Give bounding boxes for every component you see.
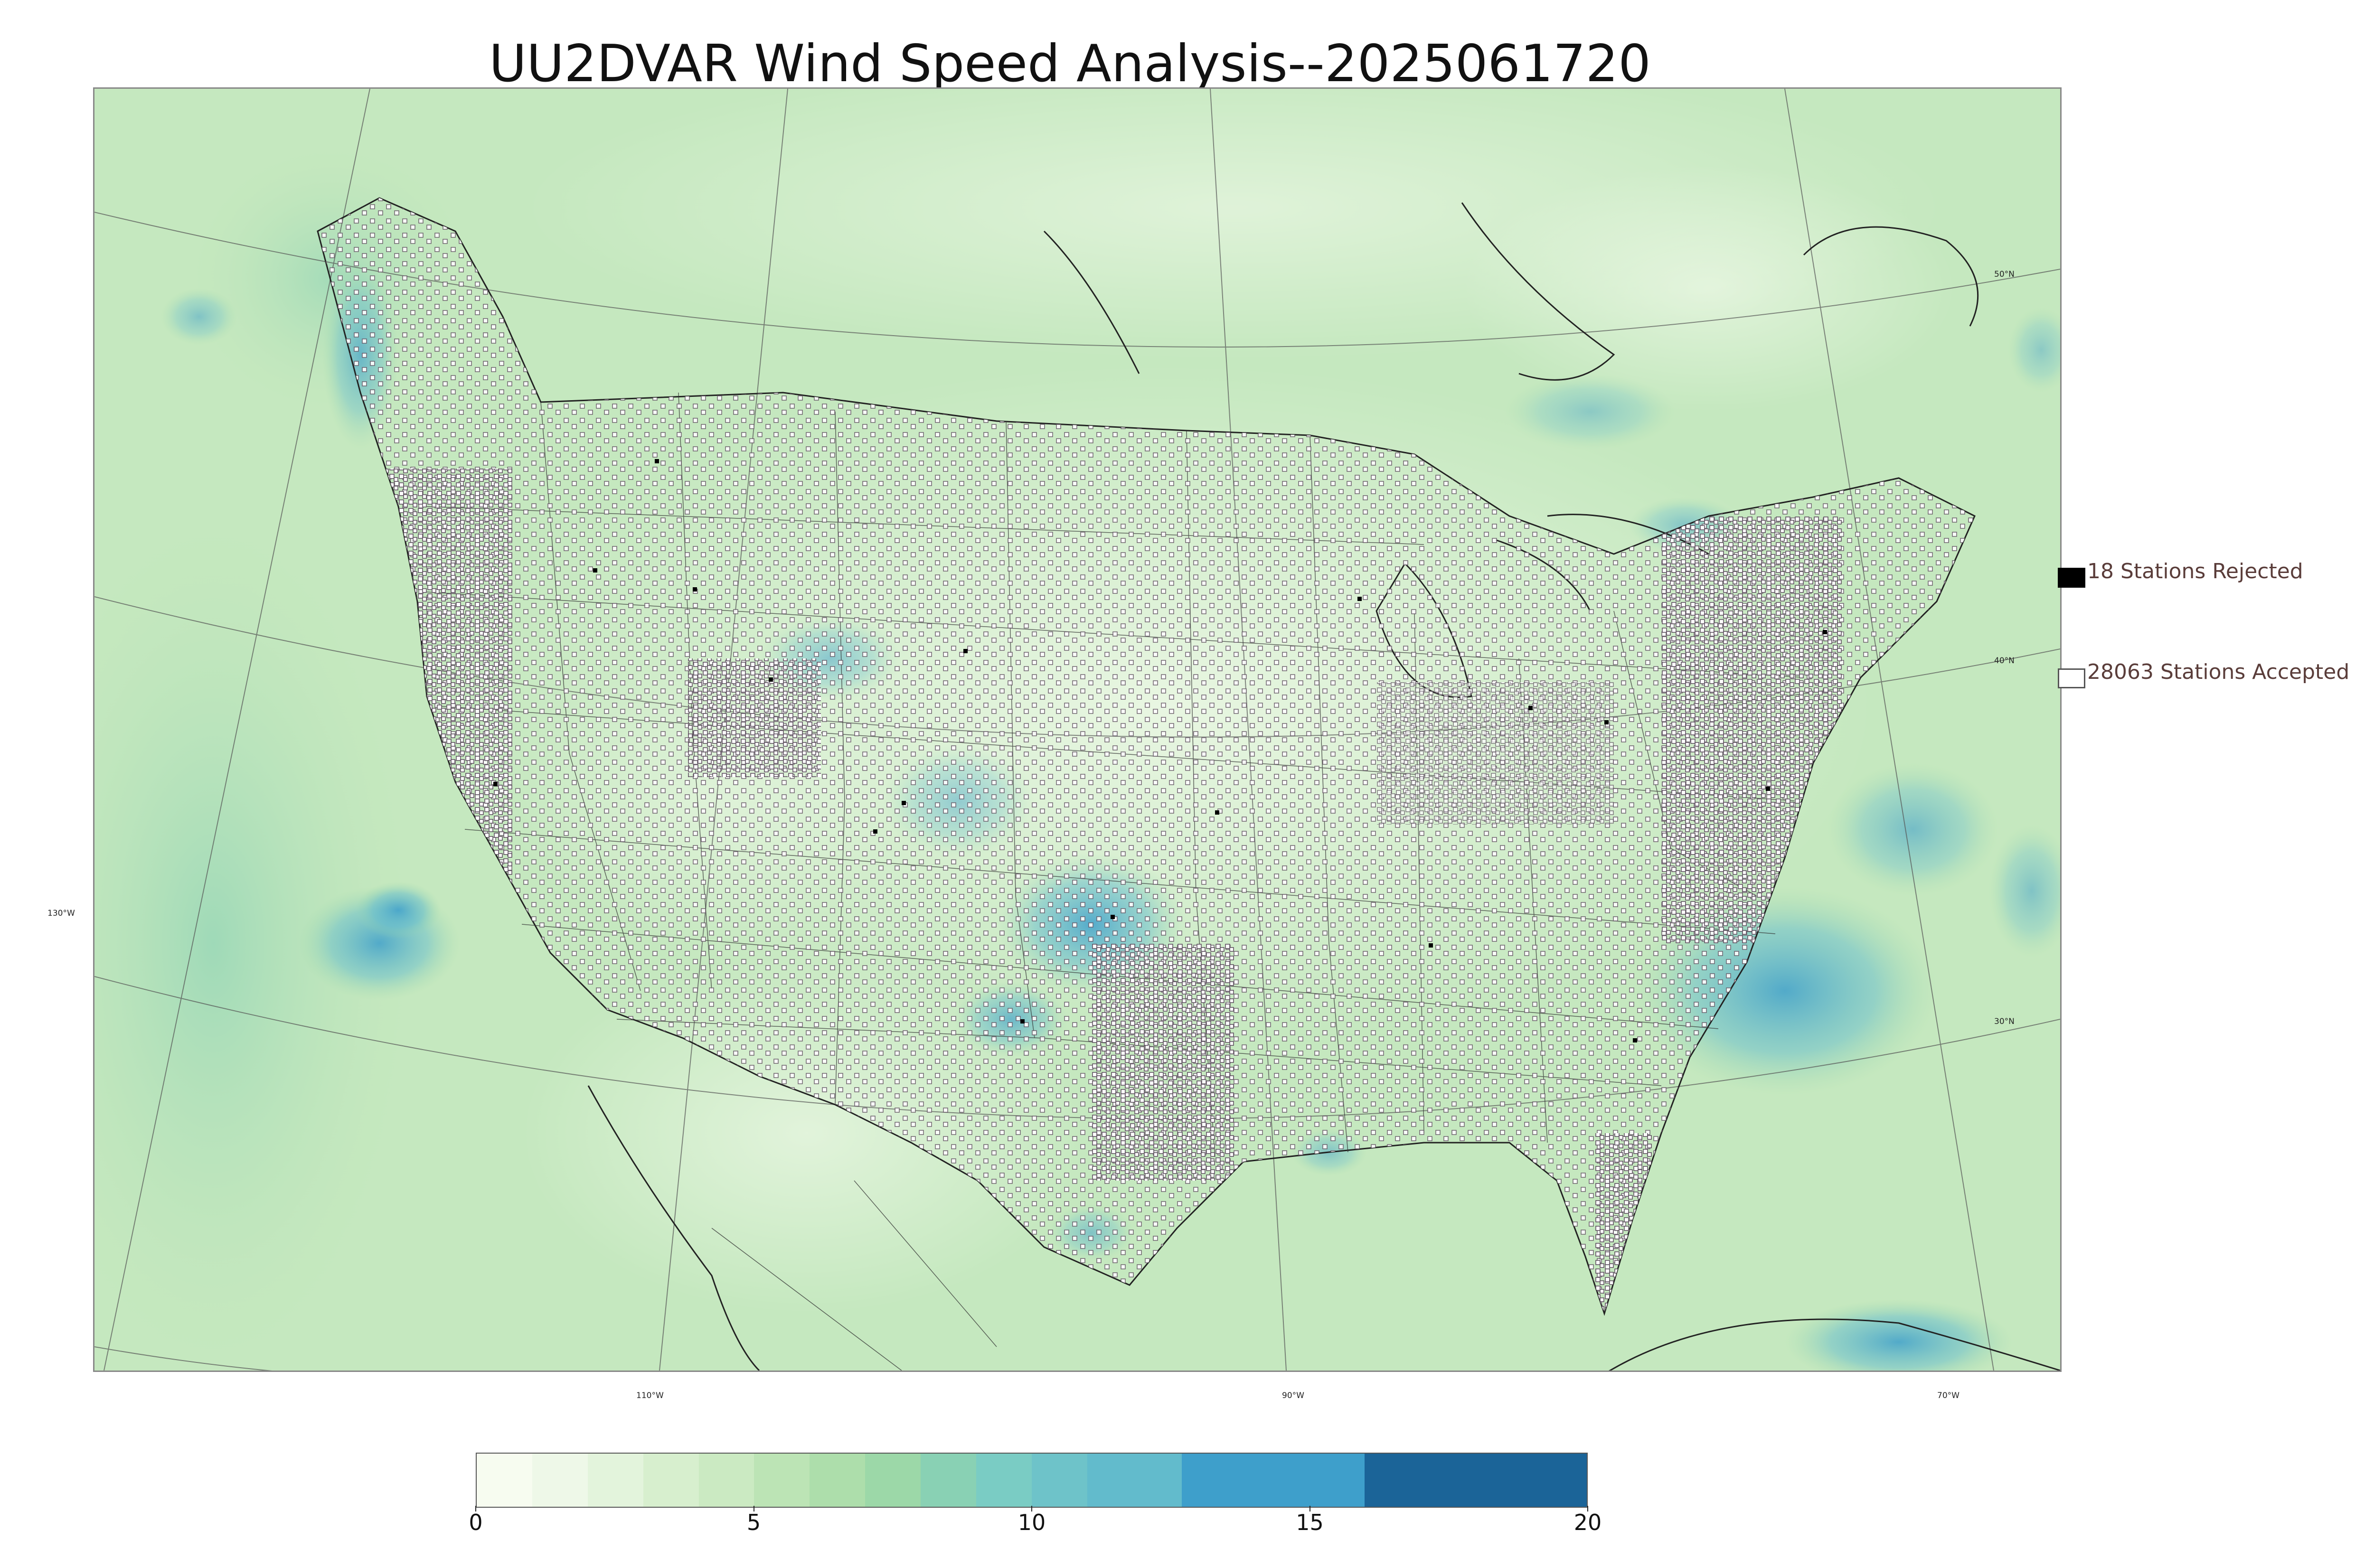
colorbar-tick-label: 20	[1573, 1510, 1602, 1535]
legend-rejected-label: 18 Stations Rejected	[2087, 559, 2303, 583]
colorbar-tick	[1031, 1506, 1032, 1512]
lon-label-110w: 110°W	[636, 1391, 664, 1400]
lat-label-30n: 30°N	[1994, 1017, 2015, 1026]
colorbar-tick	[475, 1506, 476, 1512]
wind-speed-map[interactable]	[94, 89, 2060, 1371]
map-title: UU2DVAR Wind Speed Analysis--2025061720	[489, 34, 1651, 94]
colorbar-tick	[1587, 1506, 1588, 1512]
colorbar-band-1	[532, 1454, 588, 1507]
colorbar-band-10	[1031, 1454, 1087, 1507]
colorbar-tick-label: 5	[746, 1510, 761, 1535]
lat-label-40n: 40°N	[1994, 656, 2015, 666]
legend-accepted-swatch	[2058, 668, 2085, 688]
colorbar-band-8	[921, 1454, 977, 1507]
colorbar-tick-label: 0	[469, 1510, 483, 1535]
colorbar-tick	[1309, 1506, 1310, 1512]
colorbar-band-5	[754, 1454, 810, 1507]
colorbar-band-2	[587, 1454, 643, 1507]
colorbar-band-0	[477, 1454, 532, 1507]
lon-label-130w: 130°W	[47, 909, 75, 918]
colorbar-band-3	[643, 1454, 699, 1507]
colorbar-band-7	[865, 1454, 921, 1507]
lat-label-50n: 50°N	[1994, 270, 2015, 279]
colorbar-band-6	[810, 1454, 866, 1507]
legend-rejected-swatch	[2058, 568, 2085, 588]
station-markers-rejected	[493, 459, 1827, 1042]
colorbar	[476, 1453, 1588, 1508]
legend-accepted-label: 28063 Stations Accepted	[2087, 660, 2350, 684]
colorbar-tick-label: 15	[1296, 1510, 1324, 1535]
colorbar-band-12	[1181, 1454, 1365, 1507]
map-frame[interactable]	[93, 87, 2062, 1372]
colorbar-tick-label: 10	[1017, 1510, 1046, 1535]
colorbar-band-9	[976, 1454, 1032, 1507]
lon-label-90w: 90°W	[1282, 1391, 1304, 1400]
colorbar-band-13	[1365, 1454, 1587, 1507]
colorbar-band-11	[1087, 1454, 1182, 1507]
lon-label-70w: 70°W	[1937, 1391, 1959, 1400]
colorbar-band-4	[698, 1454, 754, 1507]
